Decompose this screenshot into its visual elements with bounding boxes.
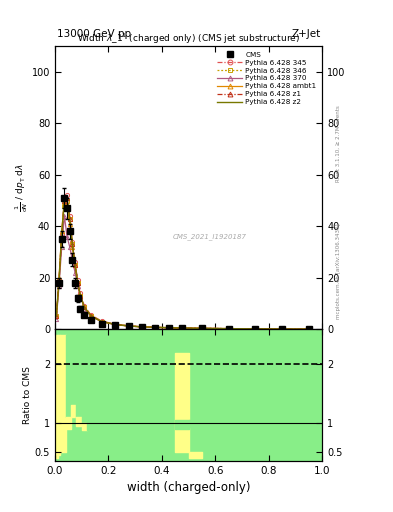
X-axis label: width (charged-only): width (charged-only)	[127, 481, 250, 494]
Text: Rivet 3.1.10, ≥ 2.7M events: Rivet 3.1.10, ≥ 2.7M events	[336, 105, 341, 182]
Text: CMS_2021_I1920187: CMS_2021_I1920187	[173, 233, 247, 241]
Text: Z+Jet: Z+Jet	[291, 29, 320, 39]
Text: 13000 GeV pp: 13000 GeV pp	[57, 29, 131, 39]
Y-axis label: $\frac{1}{\mathrm{d}N}$ / $\mathrm{d}p_\mathrm{T}$ $\mathrm{d}\lambda$: $\frac{1}{\mathrm{d}N}$ / $\mathrm{d}p_\…	[14, 163, 30, 212]
Legend: CMS, Pythia 6.428 345, Pythia 6.428 346, Pythia 6.428 370, Pythia 6.428 ambt1, P: CMS, Pythia 6.428 345, Pythia 6.428 346,…	[215, 50, 319, 107]
Y-axis label: Ratio to CMS: Ratio to CMS	[23, 366, 32, 424]
Title: Width $\lambda\_1^1$ (charged only) (CMS jet substructure): Width $\lambda\_1^1$ (charged only) (CMS…	[77, 32, 300, 46]
Text: mcplots.cern.ch [arXiv:1306.3436]: mcplots.cern.ch [arXiv:1306.3436]	[336, 224, 341, 319]
